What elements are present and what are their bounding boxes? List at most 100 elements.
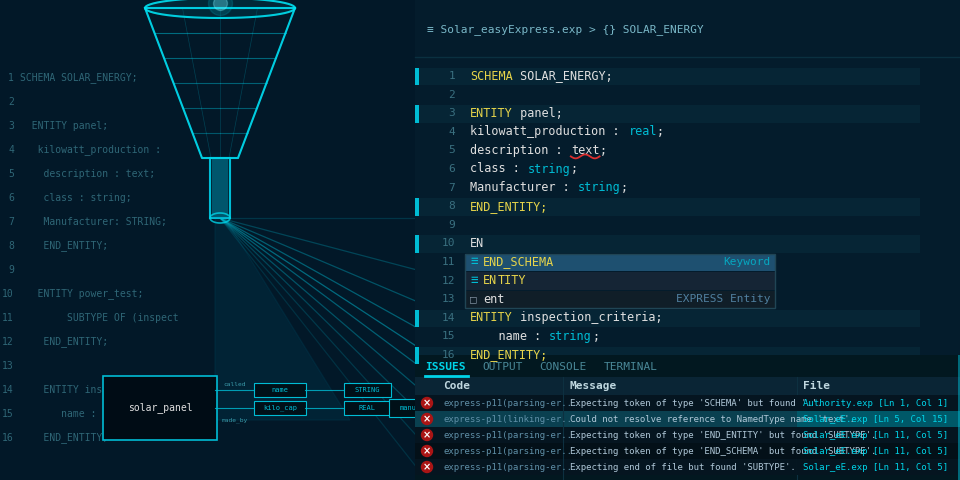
Text: Code: Code: [443, 381, 470, 391]
FancyBboxPatch shape: [415, 355, 960, 480]
Text: Expecting token of type 'END_ENTITY' but found 'SUBTYPE'.: Expecting token of type 'END_ENTITY' but…: [570, 431, 876, 440]
FancyBboxPatch shape: [415, 68, 920, 85]
Text: express-p11(parsing-er...: express-p11(parsing-er...: [443, 463, 577, 471]
Circle shape: [421, 461, 433, 472]
Text: string: string: [578, 181, 621, 194]
Text: Could not resolve reference to NamedType name 'text'.: Could not resolve reference to NamedType…: [570, 415, 854, 423]
Text: made_by: made_by: [222, 417, 248, 423]
FancyBboxPatch shape: [103, 376, 217, 440]
Circle shape: [421, 430, 433, 441]
Text: File: File: [803, 381, 830, 391]
FancyBboxPatch shape: [415, 235, 920, 252]
Text: ;: ;: [571, 163, 578, 176]
Text: CONSOLE: CONSOLE: [540, 362, 587, 372]
FancyBboxPatch shape: [928, 228, 952, 252]
Text: ≡: ≡: [470, 274, 477, 287]
Text: name :: name :: [470, 330, 548, 343]
Text: ×: ×: [423, 398, 431, 408]
Text: real: real: [629, 125, 657, 138]
FancyBboxPatch shape: [942, 105, 956, 140]
Text: SOLAR_ENERGY;: SOLAR_ENERGY;: [514, 70, 612, 83]
Text: ent: ent: [483, 293, 504, 306]
FancyBboxPatch shape: [415, 235, 419, 252]
Text: express-p11(parsing-er...: express-p11(parsing-er...: [443, 446, 577, 456]
Text: END_ENTITY;: END_ENTITY;: [470, 200, 548, 213]
Polygon shape: [145, 0, 295, 18]
FancyBboxPatch shape: [868, 58, 892, 82]
Text: OUTPUT: OUTPUT: [482, 362, 522, 372]
Text: 7: 7: [448, 182, 455, 192]
FancyBboxPatch shape: [415, 0, 960, 58]
Text: Authority.exp [Ln 1, Col 1]: Authority.exp [Ln 1, Col 1]: [803, 398, 948, 408]
FancyBboxPatch shape: [465, 254, 775, 271]
Text: express-p11(parsing-er...: express-p11(parsing-er...: [443, 431, 577, 440]
Text: panel;: panel;: [514, 107, 564, 120]
Text: name: name: [272, 387, 289, 393]
Text: EN: EN: [470, 274, 484, 287]
FancyBboxPatch shape: [344, 401, 391, 415]
Text: EN: EN: [470, 237, 484, 250]
Text: ×: ×: [423, 446, 431, 456]
Text: inspection_criteria;: inspection_criteria;: [514, 312, 662, 324]
Text: 8: 8: [448, 201, 455, 211]
Text: solar_panel: solar_panel: [128, 403, 192, 413]
Text: TITY: TITY: [497, 274, 526, 287]
FancyBboxPatch shape: [415, 198, 419, 216]
Text: ENTITY: ENTITY: [470, 312, 513, 324]
Text: Keyword: Keyword: [723, 257, 770, 267]
Text: name : STRING;: name : STRING;: [20, 409, 143, 419]
Text: Manufacturer :: Manufacturer :: [470, 181, 577, 194]
FancyBboxPatch shape: [797, 459, 960, 475]
Text: ×: ×: [423, 462, 431, 472]
Text: 3: 3: [8, 121, 14, 131]
Polygon shape: [215, 218, 350, 420]
FancyBboxPatch shape: [415, 347, 419, 364]
Text: Manufacturer: STRING;: Manufacturer: STRING;: [20, 217, 167, 227]
Text: 8: 8: [8, 241, 14, 251]
FancyBboxPatch shape: [415, 105, 419, 122]
Text: 4: 4: [448, 127, 455, 137]
Text: END_ENTITY;: END_ENTITY;: [470, 348, 548, 361]
Text: ENTITY power_test;: ENTITY power_test;: [20, 288, 143, 300]
Text: kilowatt_production :: kilowatt_production :: [470, 125, 627, 138]
Text: manufacturer: manufacturer: [399, 405, 450, 411]
Text: 13: 13: [2, 361, 14, 371]
Text: Solar_eE.exp [Ln 11, Col 5]: Solar_eE.exp [Ln 11, Col 5]: [803, 431, 948, 440]
Text: 6: 6: [8, 193, 14, 203]
FancyBboxPatch shape: [389, 399, 461, 417]
Text: class :: class :: [470, 163, 527, 176]
FancyBboxPatch shape: [415, 68, 419, 85]
Text: 10: 10: [442, 239, 455, 249]
Text: 12: 12: [2, 337, 14, 347]
Text: TERMINAL: TERMINAL: [604, 362, 658, 372]
FancyBboxPatch shape: [415, 395, 960, 411]
Text: 14: 14: [2, 385, 14, 395]
FancyBboxPatch shape: [942, 248, 956, 283]
Text: 6: 6: [448, 164, 455, 174]
Text: kilowatt_production :: kilowatt_production :: [20, 144, 161, 156]
Text: ENTITY: ENTITY: [470, 107, 513, 120]
Text: 7: 7: [8, 217, 14, 227]
Text: END_ENTITY;: END_ENTITY;: [20, 240, 108, 252]
FancyBboxPatch shape: [415, 198, 920, 216]
FancyBboxPatch shape: [797, 427, 960, 443]
Text: string: string: [549, 330, 592, 343]
FancyBboxPatch shape: [415, 310, 419, 327]
FancyBboxPatch shape: [942, 296, 956, 331]
FancyBboxPatch shape: [254, 401, 306, 415]
FancyBboxPatch shape: [942, 58, 956, 93]
Text: SUBTYPE OF (inspect: SUBTYPE OF (inspect: [20, 313, 179, 323]
FancyBboxPatch shape: [254, 383, 306, 397]
FancyBboxPatch shape: [415, 347, 920, 364]
FancyBboxPatch shape: [797, 411, 960, 427]
Text: 5: 5: [448, 145, 455, 156]
Text: Solar_eE.exp [Ln 11, Col 5]: Solar_eE.exp [Ln 11, Col 5]: [803, 446, 948, 456]
Text: description : text;: description : text;: [20, 169, 156, 179]
Text: END_ENTITY;: END_ENTITY;: [20, 336, 108, 348]
FancyBboxPatch shape: [210, 158, 230, 218]
Text: ≡ Solar_easyExpress.exp > {} SOLAR_ENERGY: ≡ Solar_easyExpress.exp > {} SOLAR_ENERG…: [427, 24, 704, 36]
Text: Expecting token of type 'END_SCHEMA' but found 'SUBTYPE'.: Expecting token of type 'END_SCHEMA' but…: [570, 446, 876, 456]
FancyBboxPatch shape: [415, 443, 960, 459]
Text: Message: Message: [570, 381, 617, 391]
FancyBboxPatch shape: [797, 443, 960, 459]
